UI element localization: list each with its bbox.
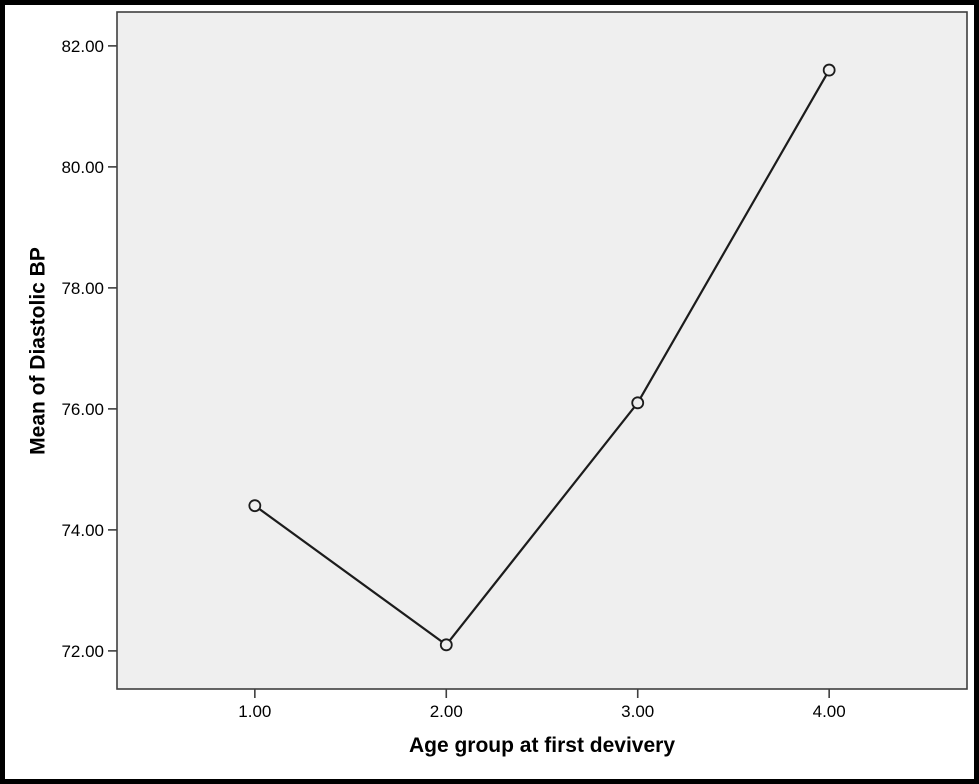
- x-axis-tick-label: 2.00: [430, 702, 463, 721]
- x-axis-title: Age group at first devivery: [408, 734, 676, 757]
- y-axis-tick-label: 78.00: [61, 279, 104, 298]
- x-axis-tick-label: 4.00: [813, 702, 846, 721]
- x-axis-tick-label: 1.00: [238, 702, 271, 721]
- data-point-marker: [248, 499, 262, 513]
- data-point-marker: [631, 396, 645, 410]
- y-axis-tick-label: 82.00: [61, 37, 104, 56]
- chart-canvas: 72.00 74.00 76.00 78.00 80.00 82.00 1.00 2.00 3.…: [61, 11, 968, 721]
- y-axis-tick-label: 74.00: [61, 521, 104, 540]
- y-axis-tick-label: 80.00: [61, 158, 104, 177]
- plot-area: [116, 11, 968, 690]
- y-axis-title: Mean of Diastolic BP: [26, 247, 50, 455]
- y-axis-tick-label: 72.00: [61, 642, 104, 661]
- x-axis-tick-label: 3.00: [621, 702, 654, 721]
- data-point-marker: [822, 63, 836, 77]
- data-line: [253, 68, 831, 646]
- data-point-marker: [439, 638, 453, 652]
- y-axis-tick-label: 76.00: [61, 400, 104, 419]
